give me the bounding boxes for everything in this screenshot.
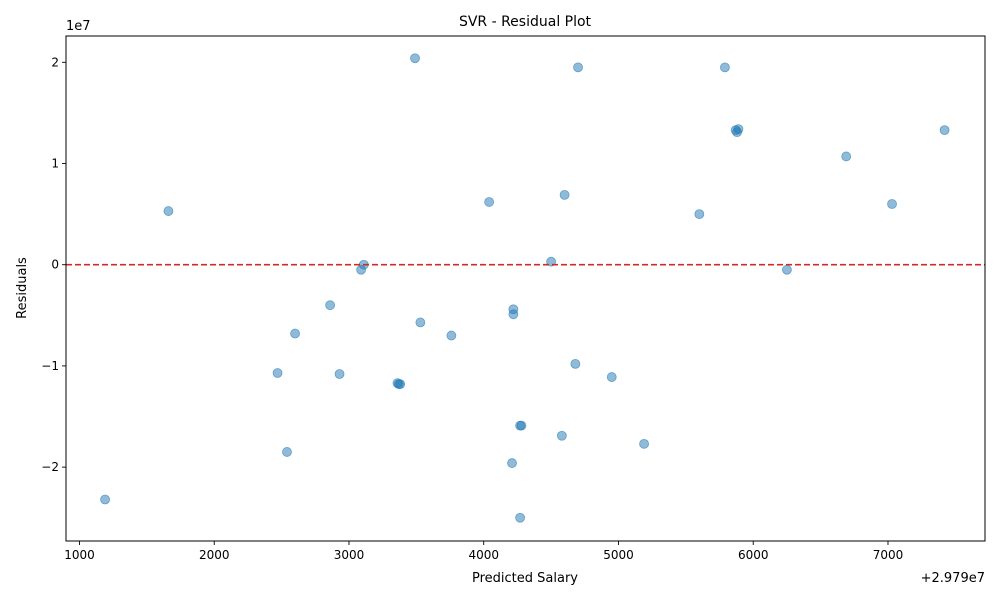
- x-tick-label: 5000: [603, 548, 634, 562]
- x-tick-label: 6000: [738, 548, 769, 562]
- data-point: [570, 358, 581, 369]
- x-tick-label: 2000: [199, 548, 230, 562]
- data-point: [841, 151, 852, 162]
- data-point: [415, 317, 426, 328]
- y-tick-label: −2: [41, 460, 59, 474]
- x-tick-label: 3000: [334, 548, 365, 562]
- data-point: [100, 494, 110, 505]
- x-axis-label: Predicted Salary: [472, 571, 578, 586]
- data-point: [639, 438, 649, 449]
- data-point: [446, 330, 457, 341]
- data-point: [325, 300, 336, 311]
- plot-frame: [65, 35, 986, 542]
- data-point: [272, 368, 283, 378]
- data-point: [508, 309, 519, 320]
- chart-title: SVR - Residual Plot: [459, 14, 592, 30]
- points-layer: [100, 53, 950, 523]
- x-axis-ticks: 1000 2000 3000 4000 5000 6000 7000: [64, 541, 903, 562]
- data-point: [732, 127, 742, 138]
- data-point: [410, 53, 420, 64]
- plot-area: [66, 36, 985, 541]
- x-tick-label: 7000: [873, 548, 904, 562]
- data-point: [559, 189, 570, 200]
- data-point: [516, 420, 527, 431]
- data-point: [163, 206, 174, 216]
- y-axis-ticks: 2 1 0 −1 −2: [41, 55, 66, 474]
- data-point: [887, 199, 897, 209]
- data-point: [507, 458, 517, 468]
- x-tick-label: 1000: [64, 548, 95, 562]
- y-tick-label: 0: [51, 258, 59, 272]
- y-tick-label: −1: [41, 359, 59, 373]
- data-point: [720, 62, 730, 73]
- data-point: [939, 125, 950, 136]
- data-point: [282, 447, 292, 457]
- data-point: [395, 379, 406, 390]
- data-point: [290, 328, 300, 339]
- x-axis-offset-label: +2.979e7: [921, 571, 985, 586]
- y-tick-label: 1: [51, 157, 59, 171]
- y-tick-label: 2: [51, 55, 59, 69]
- x-tick-label: 4000: [468, 548, 499, 562]
- y-axis-scale-label: 1e7: [66, 19, 91, 34]
- data-point: [484, 197, 495, 207]
- data-point: [515, 512, 526, 523]
- data-point: [782, 264, 792, 275]
- data-point: [334, 369, 345, 379]
- data-point: [694, 209, 705, 220]
- y-axis-label: Residuals: [15, 257, 30, 319]
- data-point: [606, 372, 617, 382]
- data-point: [556, 430, 567, 441]
- data-point: [573, 62, 583, 73]
- data-point: [356, 264, 367, 275]
